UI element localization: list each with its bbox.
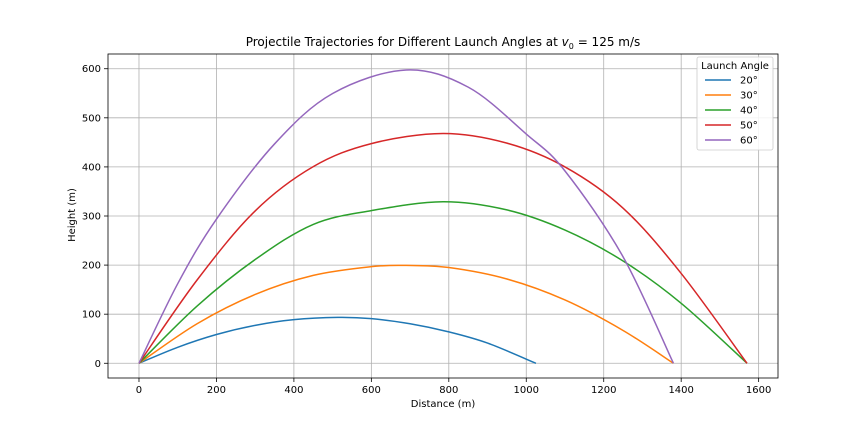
y-tick-label: 400 (82, 162, 101, 173)
y-tick-label: 300 (82, 212, 101, 223)
x-tick-label: 600 (362, 385, 381, 396)
series-layer (138, 69, 748, 364)
legend-entries: 20° 30° 40° 50° 60° (705, 76, 758, 147)
legend-title: Launch Angle (701, 61, 769, 72)
y-tick-label: 0 (95, 359, 101, 370)
x-tick-label: 200 (207, 385, 226, 396)
series-line-30deg (138, 264, 674, 364)
x-axis-label: Distance (m) (411, 399, 476, 410)
series-line-60deg (138, 69, 675, 364)
legend-entry-label: 30° (740, 91, 758, 102)
x-tick-label: 400 (284, 385, 303, 396)
title-var: v (562, 35, 570, 49)
y-ticks: 0 100 200 300 400 500 600 (82, 64, 108, 370)
x-tick-label: 1600 (746, 385, 771, 396)
y-tick-label: 600 (82, 64, 101, 75)
x-tick-label: 800 (439, 385, 458, 396)
title-sub: 0 (569, 42, 574, 51)
series-line-50deg (138, 132, 748, 364)
series-line-20deg (138, 316, 537, 364)
x-tick-label: 0 (136, 385, 142, 396)
legend-entry-label: 20° (740, 76, 758, 87)
x-tick-label: 1400 (668, 385, 693, 396)
legend-entry-label: 40° (740, 106, 758, 117)
title-prefix: Projectile Trajectories for Different La… (246, 35, 562, 49)
x-ticks: 0 200 400 600 800 1000 1200 1400 1600 (136, 378, 771, 396)
legend: Launch Angle 20° 30° 40° 50° 60° (696, 56, 774, 151)
x-tick-label: 1200 (591, 385, 616, 396)
y-tick-label: 200 (82, 261, 101, 272)
y-tick-label: 100 (82, 310, 101, 321)
x-tick-label: 1000 (514, 385, 539, 396)
title-suffix: = 125 m/s (574, 35, 640, 49)
y-tick-label: 500 (82, 113, 101, 124)
legend-entry-label: 60° (740, 136, 758, 147)
series-line-40deg (138, 201, 748, 364)
y-axis-label: Height (m) (67, 188, 78, 242)
legend-entry-label: 50° (740, 121, 758, 132)
chart-title: Projectile Trajectories for Different La… (246, 35, 641, 51)
